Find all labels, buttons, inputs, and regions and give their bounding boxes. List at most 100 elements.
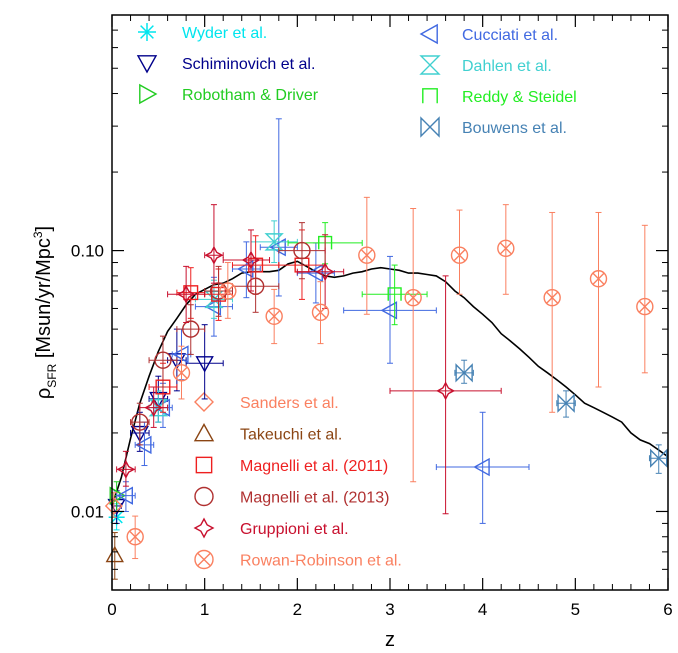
marker-asterisk <box>138 23 156 41</box>
marker-tri-up <box>193 423 215 442</box>
marker-bracket <box>422 88 438 104</box>
marker-star4 <box>116 459 136 479</box>
data-points-group <box>104 118 669 580</box>
marker-circle-x <box>404 288 422 307</box>
data-point <box>296 234 345 309</box>
marker-circle <box>154 351 172 369</box>
marker-diamond <box>104 496 123 515</box>
data-point <box>296 242 335 304</box>
x-tick-label: 3 <box>385 600 394 619</box>
data-point <box>116 481 136 512</box>
marker-circle-x <box>450 246 469 264</box>
marker-circle <box>209 282 228 300</box>
legend-group: Wyder et al. Schiminovich et al. Robotham … <box>136 23 577 570</box>
y-axis-title-sub: SFR <box>45 363 59 387</box>
data-point <box>589 211 608 388</box>
x-tick-label: 4 <box>478 600 487 619</box>
legend-entry: Schiminovich et al. <box>136 55 315 74</box>
legend-entry: Rowan-Robinson et al. <box>194 549 402 570</box>
y-axis-title: ρSFR [Msun/yr/Mpc3] <box>31 226 59 399</box>
legend-entry: Sanders et al. <box>194 392 339 412</box>
marker-tri-left <box>134 435 152 455</box>
marker-tri-left <box>380 301 398 320</box>
legend-entry: Magnelli et al. (2013) <box>194 486 389 507</box>
data-point <box>185 324 224 400</box>
data-point <box>148 335 178 388</box>
marker-circle-x <box>219 282 237 300</box>
marker-circle-x <box>543 288 561 307</box>
data-point <box>265 288 283 345</box>
marker-bowtie <box>650 448 668 468</box>
legend-entry: Takeuchi et al. <box>193 423 342 444</box>
y-axis-title-unit: [Msun/yr/Mpc <box>33 238 55 364</box>
x-tick-label: 2 <box>293 600 302 619</box>
marker-diamond <box>194 392 214 412</box>
data-point <box>219 262 237 319</box>
legend-entry: Cucciati et al. <box>419 23 558 45</box>
series-rowan-robinson-et-al <box>126 196 654 560</box>
data-point <box>204 265 233 317</box>
axes-group: 0 1 2 3 4 5 6 0.01 0.10 <box>71 15 673 619</box>
legend-label: Rowan-Robinson et al. <box>240 553 402 570</box>
legend-label: Reddy & Steidel <box>462 89 577 106</box>
marker-square <box>183 285 199 301</box>
series-magnelli-et-al-2013 <box>130 222 326 446</box>
data-point <box>116 450 136 487</box>
legend-label: Sanders et al. <box>240 395 339 412</box>
data-point <box>556 390 576 418</box>
legend-label: Cucciati et al. <box>462 27 558 44</box>
data-point <box>648 444 669 474</box>
data-point <box>204 204 224 284</box>
data-point <box>176 304 206 355</box>
x-tick-label: 1 <box>200 600 209 619</box>
marker-circle <box>293 241 311 260</box>
marker-tri-left <box>269 238 286 257</box>
legend-label: Robotham & Driver <box>182 87 319 104</box>
series-bouwens-et-al <box>454 359 669 474</box>
marker-star4 <box>176 284 196 304</box>
marker-bowtie <box>557 393 575 413</box>
y-tick-label: 0.10 <box>71 242 104 261</box>
marker-hourglass <box>148 398 169 417</box>
data-point <box>126 515 144 560</box>
marker-hourglass <box>419 55 441 75</box>
marker-bracket <box>387 287 402 301</box>
marker-tri-down <box>136 55 158 74</box>
data-point <box>250 220 298 264</box>
legend-entry: Magnelli et al. (2011) <box>195 456 388 475</box>
data-point <box>139 386 169 428</box>
marker-circle <box>182 320 200 338</box>
marker-circle <box>246 277 265 295</box>
data-point <box>343 255 437 364</box>
data-point <box>450 209 469 295</box>
marker-circle <box>194 486 214 507</box>
marker-tri-right <box>109 486 127 505</box>
data-point <box>278 222 326 280</box>
legend-entry: Dahlen et al. <box>419 55 552 75</box>
data-point <box>636 224 654 374</box>
legend-label: Wyder et al. <box>182 25 267 42</box>
marker-hourglass <box>264 233 284 251</box>
data-point <box>259 118 298 297</box>
marker-tri-left <box>419 23 438 45</box>
marker-star4 <box>241 250 261 270</box>
marker-tri-down <box>195 356 214 373</box>
legend-label: Bouwens et al. <box>462 120 567 137</box>
data-point <box>105 532 124 580</box>
data-point <box>311 281 330 345</box>
legend-entry: Robotham & Driver <box>139 83 319 105</box>
marker-tri-down <box>167 353 187 370</box>
y-axis-title-close: ] <box>33 226 55 232</box>
y-tick-label: 0.01 <box>71 502 104 521</box>
marker-circle-x <box>172 364 191 382</box>
marker-star4 <box>315 262 335 282</box>
marker-circle-x <box>126 528 144 546</box>
y-axis-title-main: ρ <box>33 388 55 399</box>
legend-entry: Gruppioni et al. <box>193 517 349 539</box>
marker-tri-right <box>139 83 158 105</box>
legend-entry: Bouwens et al. <box>420 116 567 138</box>
series-takeuchi-et-al <box>105 532 124 580</box>
data-point <box>361 264 428 326</box>
marker-star4 <box>193 517 215 539</box>
marker-circle-x <box>194 549 214 570</box>
